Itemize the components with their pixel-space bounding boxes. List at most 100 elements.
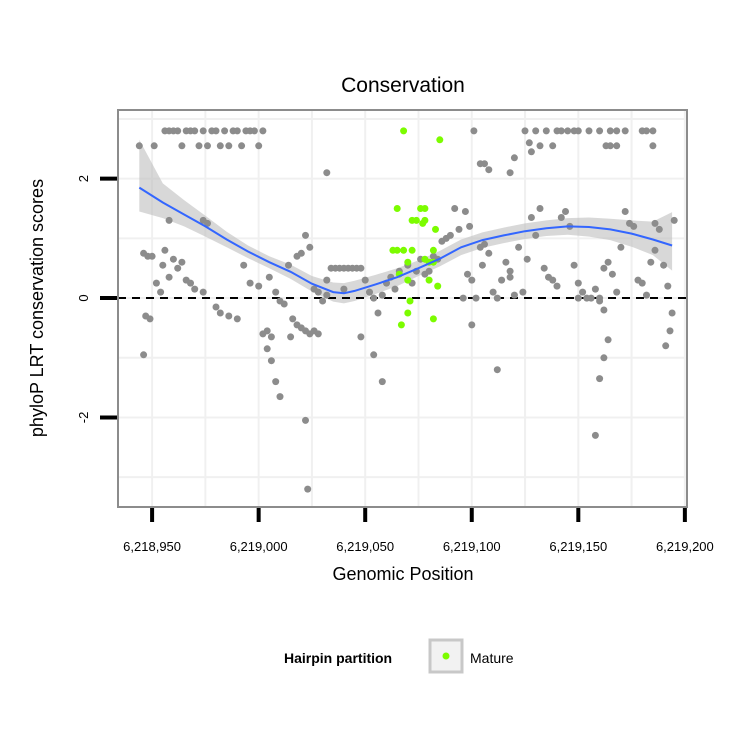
y-tick-label: 0 [76, 294, 91, 301]
data-point [649, 142, 657, 150]
data-point [493, 366, 501, 374]
mature-point [400, 127, 408, 135]
data-point [255, 282, 263, 290]
data-point [600, 306, 608, 314]
data-point [187, 279, 194, 287]
data-point [606, 127, 614, 135]
data-point [250, 127, 258, 135]
data-point [233, 127, 241, 135]
data-point [169, 255, 177, 263]
data-point [276, 393, 284, 401]
mature-point [408, 246, 416, 254]
data-point [478, 261, 486, 269]
data-point [159, 261, 167, 269]
data-point [604, 258, 612, 266]
data-point [527, 214, 535, 221]
mature-point [432, 225, 439, 233]
data-point [536, 205, 544, 212]
mature-point [421, 205, 429, 212]
data-point [280, 300, 288, 308]
data-point [246, 279, 254, 287]
data-point [287, 333, 295, 341]
data-point [140, 351, 148, 359]
mature-point [436, 136, 444, 144]
x-axis-title: Genomic Position [332, 564, 473, 584]
data-point [527, 148, 535, 156]
mature-point [408, 216, 416, 224]
mature-point [404, 276, 412, 284]
data-point [485, 166, 493, 174]
data-point [651, 219, 659, 227]
data-point [591, 431, 599, 439]
data-point [664, 282, 672, 290]
data-point [613, 142, 621, 150]
data-point [165, 216, 173, 224]
data-point [466, 222, 474, 230]
data-point [455, 225, 463, 233]
data-point [549, 276, 557, 284]
mature-point [393, 205, 401, 212]
data-point [267, 357, 275, 365]
data-point [562, 208, 569, 215]
data-point [532, 127, 540, 135]
data-point [135, 142, 143, 150]
data-point [152, 279, 160, 287]
legend-mature-marker [442, 652, 450, 660]
data-point [263, 345, 271, 353]
data-point [481, 240, 488, 248]
data-point [600, 354, 608, 362]
data-point [655, 225, 663, 233]
data-point [493, 294, 501, 302]
data-point [323, 291, 331, 299]
data-point [613, 288, 621, 296]
x-axis: 6,218,950 6,219,000 6,219,050 6,219,100 6,21… [123, 508, 714, 554]
data-point [489, 288, 497, 296]
data-point [366, 288, 373, 296]
data-point [199, 127, 207, 135]
data-point [361, 276, 369, 284]
data-point [502, 258, 510, 266]
plot-panel [117, 109, 688, 508]
data-point [470, 127, 478, 135]
legend-title: Hairpin partition [284, 650, 392, 666]
y-tick-label: 2 [76, 175, 91, 182]
data-point [515, 243, 523, 251]
data-point [557, 127, 565, 135]
mature-point [404, 309, 412, 317]
data-point [265, 273, 273, 281]
data-point [574, 279, 582, 287]
mature-point [429, 315, 437, 323]
data-point [272, 378, 280, 386]
confidence-ribbon [139, 139, 673, 304]
data-point [525, 139, 533, 147]
data-point [621, 127, 629, 135]
data-point [536, 142, 544, 150]
data-point [374, 309, 382, 317]
data-point [195, 142, 203, 150]
data-point [540, 264, 548, 272]
data-point [600, 264, 608, 272]
data-point [587, 294, 595, 302]
data-point [585, 127, 593, 135]
data-point [178, 258, 186, 266]
data-point [574, 294, 582, 302]
data-point [557, 214, 565, 221]
data-point [297, 249, 305, 257]
data-point [161, 246, 169, 254]
points-layer [135, 127, 678, 493]
data-point [425, 267, 433, 275]
data-point [157, 288, 165, 296]
data-point [613, 127, 621, 135]
mature-point [406, 297, 414, 305]
data-point [553, 282, 561, 290]
mature-point [419, 219, 427, 227]
data-point [174, 127, 182, 135]
data-point [506, 267, 514, 275]
x-tick-label: 6,219,000 [230, 539, 288, 554]
data-point [255, 142, 263, 150]
data-point [670, 216, 678, 224]
data-point [204, 219, 211, 227]
data-point [519, 288, 527, 296]
data-point [596, 297, 604, 305]
